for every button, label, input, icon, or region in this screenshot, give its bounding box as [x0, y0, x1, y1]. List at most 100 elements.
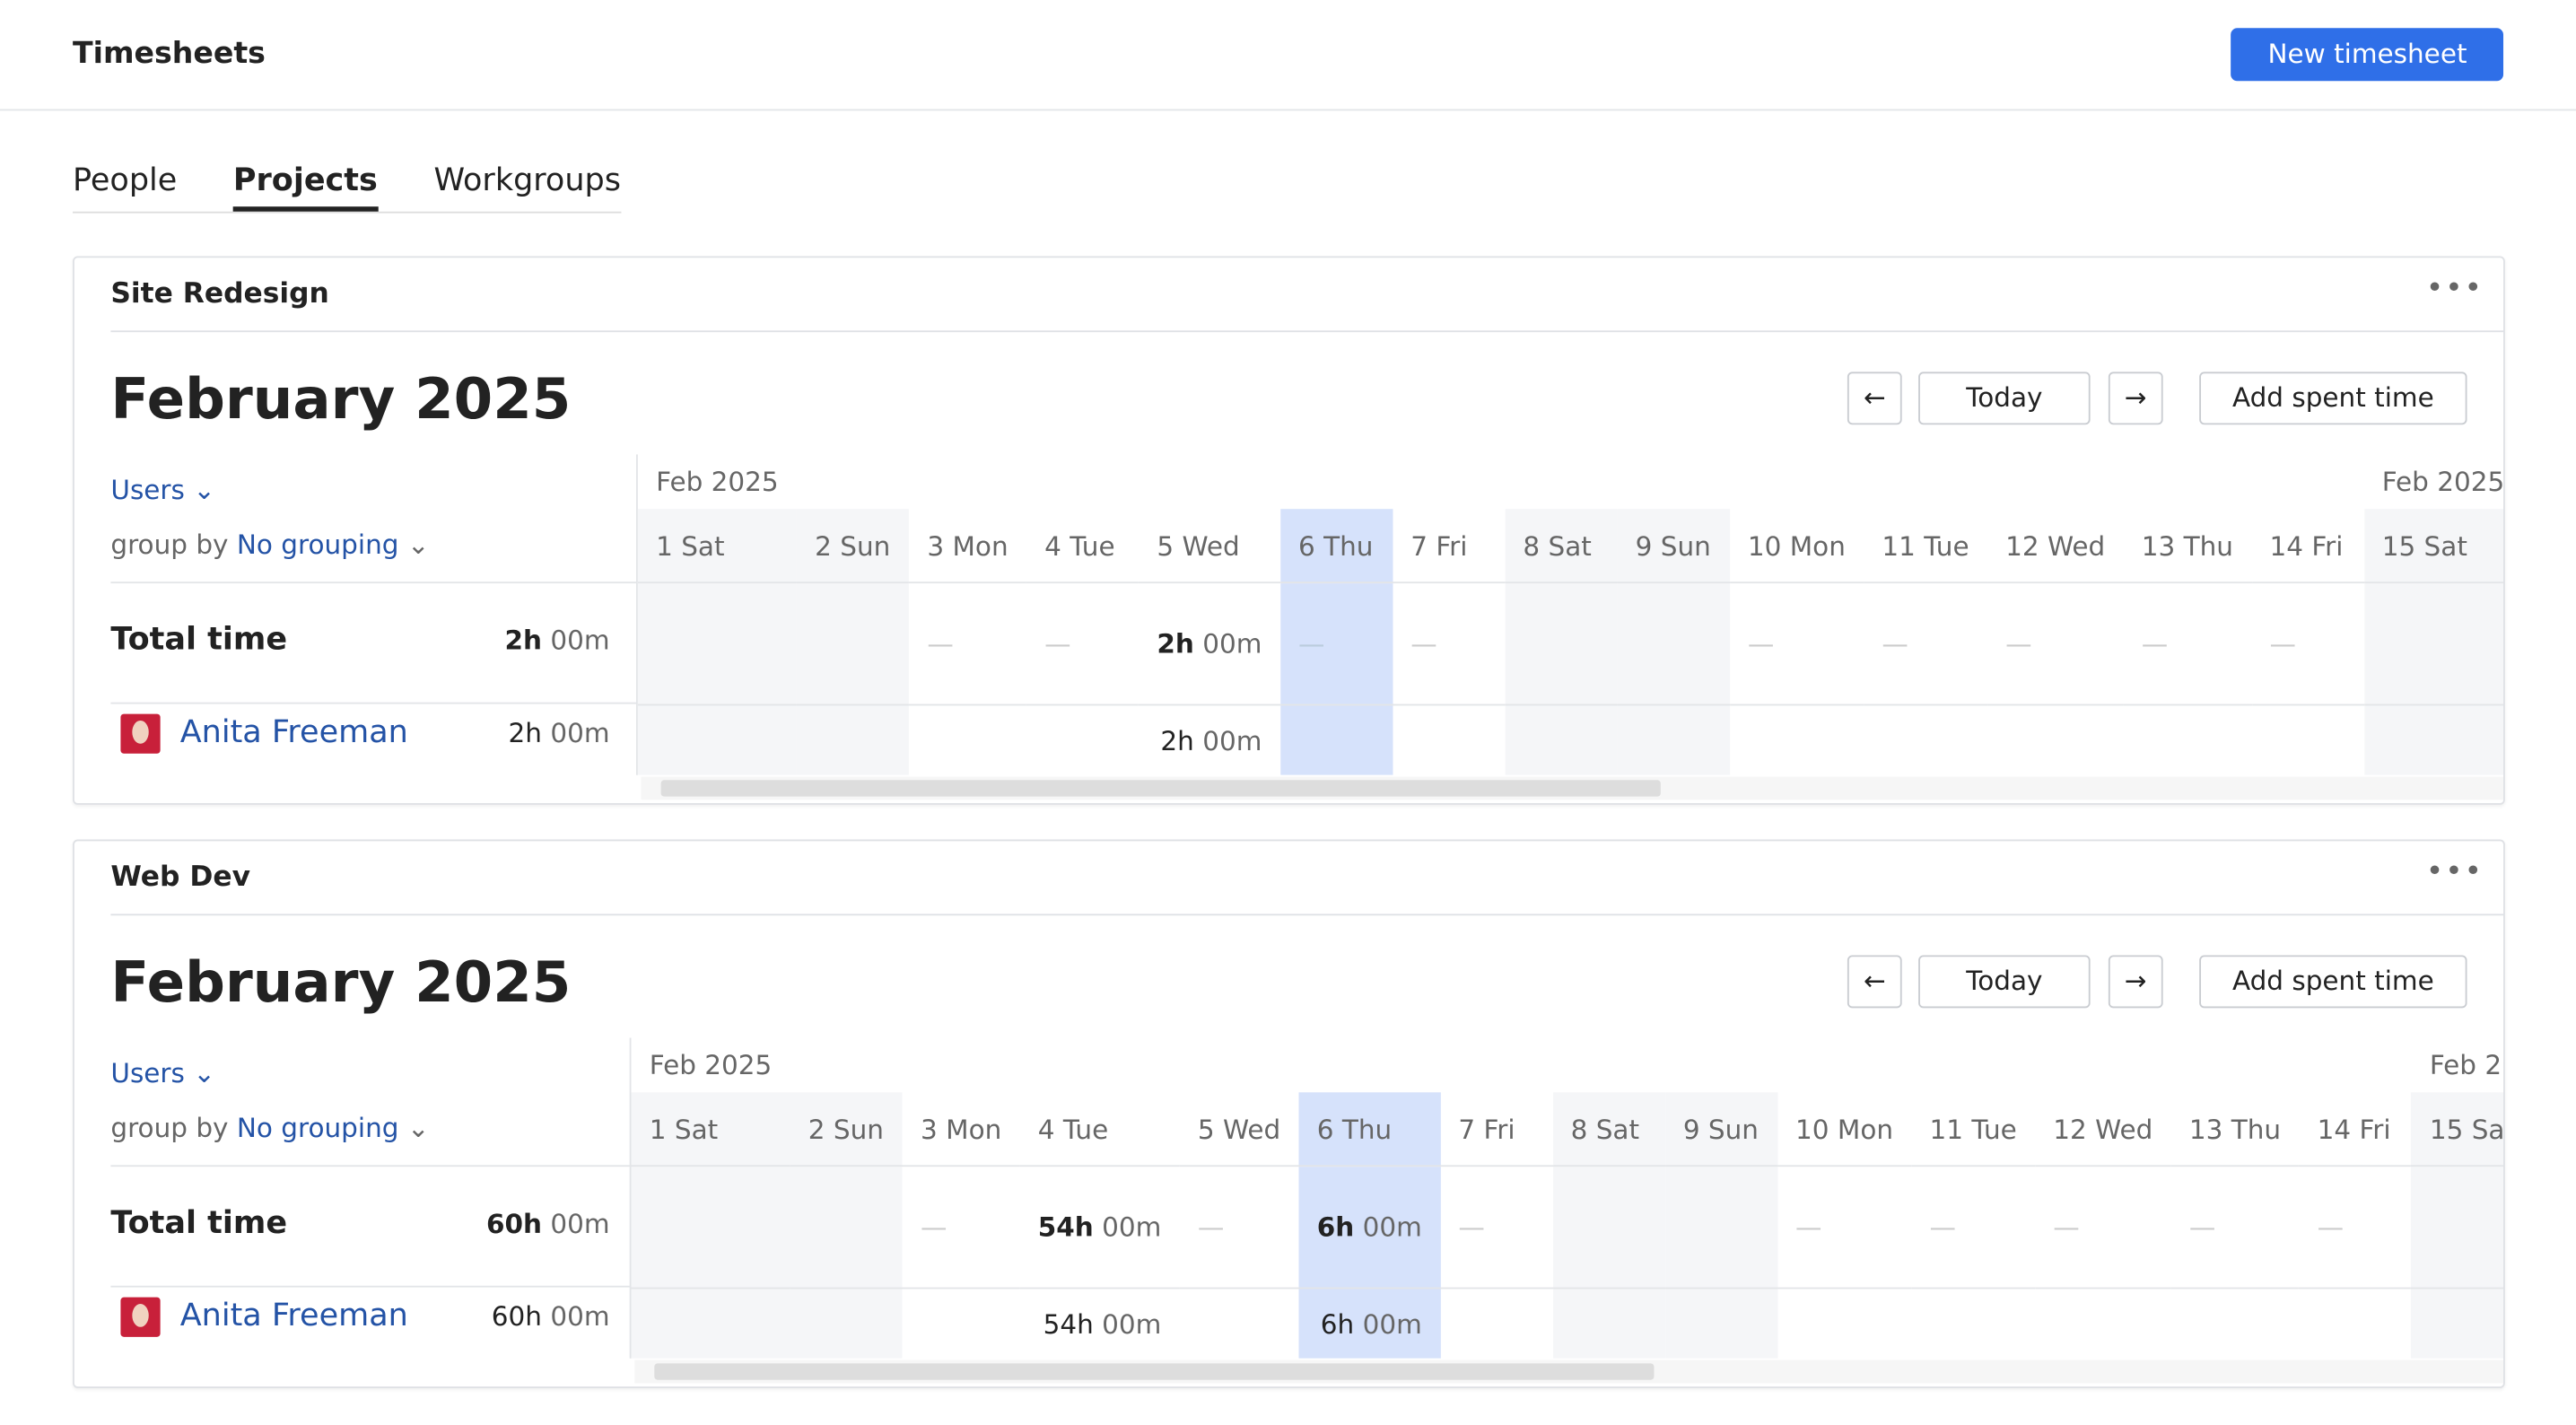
total-value: 60h 00m — [486, 1208, 610, 1239]
day-total — [637, 582, 797, 706]
next-button[interactable]: → — [2108, 955, 2163, 1009]
day-total: — — [902, 1166, 1020, 1289]
day-cell — [796, 704, 910, 775]
day-cell — [1987, 704, 2124, 774]
page-title: Timesheets — [73, 36, 266, 72]
total-value: 2h 00m — [504, 625, 609, 656]
day-cell — [790, 1288, 903, 1359]
day-header: 15 Sat — [2363, 509, 2504, 584]
grouping-select[interactable]: No grouping — [236, 529, 399, 561]
day-total: 6h 00m — [1298, 1166, 1441, 1289]
total-row: —54h 00m —6h 00m — — — — — — — [631, 1166, 2504, 1289]
day-cell — [1026, 704, 1139, 774]
day-total — [2363, 582, 2504, 706]
tab[interactable]: Projects — [232, 162, 378, 212]
day-header: 7 Fri — [1440, 1092, 1553, 1167]
hours: 54h — [1043, 1307, 1094, 1340]
day-cell — [2251, 704, 2363, 774]
day-header: 4 Tue — [1026, 509, 1140, 584]
week-label — [1280, 454, 1393, 509]
day-cell: 54h 00m — [1020, 1289, 1180, 1359]
add-time-button[interactable]: Add spent time — [2199, 955, 2467, 1009]
day-total: — — [1179, 1166, 1299, 1289]
day-total — [796, 582, 910, 706]
minutes: 00m — [1102, 1211, 1162, 1243]
tab[interactable]: Workgroups — [433, 162, 621, 198]
day-row: 1 Sat 2 Sun 3 Mon 4 Tue 5 Wed 6 Thu 7 Fri 8 Sat… — [637, 509, 2504, 584]
day-total: — — [2251, 582, 2364, 706]
hours: 2h — [504, 625, 542, 657]
users-label: Users — [110, 1057, 185, 1089]
hours: 54h — [1037, 1211, 1094, 1243]
week-label — [1777, 1038, 1912, 1093]
day-header: 13 Thu — [2123, 509, 2252, 584]
day-cell — [2035, 1289, 2171, 1359]
left-panel: Users ⌄ group by No grouping ⌄ Total time 2… — [110, 454, 637, 774]
day-header: 9 Sun — [1664, 1092, 1777, 1167]
week-label: Feb 2025 — [2381, 466, 2504, 498]
person-name[interactable]: Anita Freeman — [179, 713, 408, 751]
more-menu[interactable]: ••• — [2425, 854, 2484, 889]
grouping-select[interactable]: No grouping — [236, 1112, 399, 1144]
person-row: 54h 00m 6h 00m — [631, 1288, 2504, 1359]
tab[interactable]: People — [73, 162, 178, 198]
month-heading: February 2025 — [110, 949, 572, 1017]
prev-button[interactable]: ← — [1847, 955, 1902, 1009]
week-row: Feb 2025 Feb 2025 — [631, 1038, 2503, 1093]
day-cell: 2h 00m — [1139, 704, 1280, 774]
new-timesheet-button[interactable]: New timesheet — [2231, 28, 2504, 82]
day-total: 2h 00m — [1139, 582, 1280, 706]
week-label — [1139, 454, 1280, 509]
day-cell — [909, 704, 1026, 774]
week-label: Feb 2025 — [649, 1049, 773, 1081]
day-row: 1 Sat 2 Sun 3 Mon 4 Tue 5 Wed 6 Thu 7 Fri 8 Sat… — [631, 1092, 2504, 1167]
week-label — [1026, 454, 1139, 509]
day-header: 11 Tue — [1911, 1092, 2036, 1167]
day-total: — — [2035, 1166, 2171, 1289]
day-total — [1617, 582, 1730, 706]
group-by: group by No grouping ⌄ — [110, 529, 430, 561]
day-header: 12 Wed — [1987, 509, 2124, 584]
week-label — [1552, 1038, 1664, 1093]
day-header: 9 Sun — [1617, 509, 1730, 584]
divider — [110, 581, 637, 584]
minutes: 00m — [1102, 1307, 1162, 1340]
users-filter[interactable]: Users ⌄ — [110, 474, 215, 506]
person-name[interactable]: Anita Freeman — [179, 1297, 408, 1334]
day-cell — [2411, 1288, 2504, 1359]
week-label — [2171, 1038, 2300, 1093]
minutes: 00m — [1362, 1211, 1422, 1243]
day-cell — [2299, 1289, 2411, 1359]
week-row: Feb 2025 Feb 2025 — [638, 454, 2503, 509]
day-header: 5 Wed — [1179, 1092, 1299, 1167]
prev-button[interactable]: ← — [1847, 372, 1902, 425]
week-label — [1864, 454, 1987, 509]
day-header: 6 Thu — [1279, 509, 1393, 584]
day-total: — — [1987, 582, 2124, 706]
day-header: 10 Mon — [1777, 1092, 1912, 1167]
add-time-button[interactable]: Add spent time — [2199, 372, 2467, 425]
next-button[interactable]: → — [2108, 372, 2163, 425]
week-label — [909, 454, 1026, 509]
day-cell — [1180, 1289, 1299, 1359]
day-total: 54h 00m — [1019, 1166, 1180, 1289]
divider — [110, 1165, 637, 1167]
hours: 60h — [485, 1208, 542, 1240]
hours: 6h — [1316, 1211, 1355, 1243]
today-button[interactable]: Today — [1918, 955, 2091, 1009]
day-cell — [1911, 1289, 2035, 1359]
more-menu[interactable]: ••• — [2425, 271, 2484, 306]
day-header: 4 Tue — [1019, 1092, 1180, 1167]
day-cell — [2363, 704, 2504, 775]
day-total — [1505, 582, 1618, 706]
week-label — [1987, 454, 2124, 509]
today-button[interactable]: Today — [1918, 372, 2091, 425]
day-cell — [637, 704, 797, 775]
day-header: 3 Mon — [902, 1092, 1020, 1167]
users-filter[interactable]: Users ⌄ — [110, 1057, 215, 1089]
day-cell — [1864, 704, 1987, 774]
minutes: 00m — [1202, 724, 1262, 756]
